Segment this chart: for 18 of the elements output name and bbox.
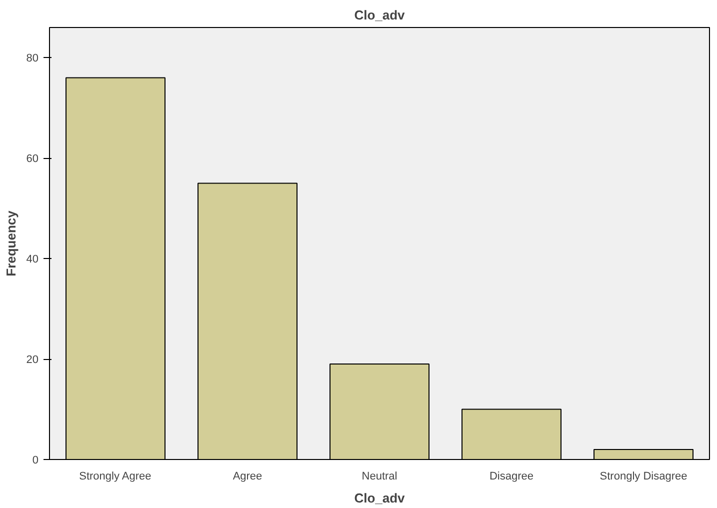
x-tick-label: Neutral — [362, 470, 398, 482]
y-tick-label: 40 — [26, 254, 39, 266]
y-tick-label: 80 — [26, 52, 39, 65]
y-tick-label: 0 — [32, 454, 39, 466]
x-axis-title: Clo_adv — [354, 490, 406, 506]
x-tick-label: Strongly Disagree — [600, 470, 688, 482]
x-tick-label: Strongly Agree — [79, 470, 152, 482]
y-tick-label: 20 — [26, 354, 39, 366]
bar — [330, 364, 430, 460]
bar — [462, 408, 562, 460]
bar — [594, 448, 694, 460]
y-tick-label: 60 — [26, 153, 39, 166]
chart-title: Clo_adv — [354, 8, 406, 22]
bar — [66, 77, 166, 460]
y-axis-title: Frequency — [3, 210, 18, 276]
bar — [198, 182, 298, 460]
x-tick-label: Agree — [232, 470, 262, 482]
x-tick-label: Disagree — [489, 470, 534, 482]
